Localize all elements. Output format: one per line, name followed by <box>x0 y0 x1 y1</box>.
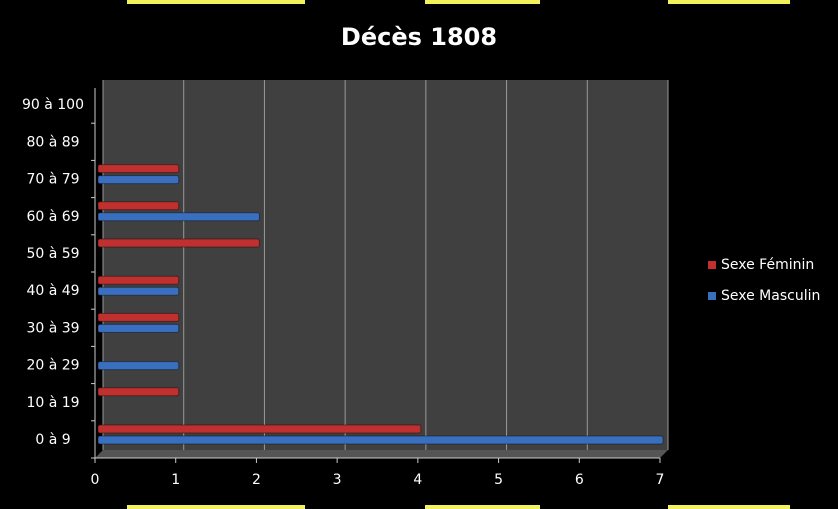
y-tick-label: 60 à 69 <box>26 209 79 225</box>
legend-marker <box>708 261 716 269</box>
bar <box>97 435 664 445</box>
x-tick-label: 0 <box>91 472 100 488</box>
x-tick-label: 4 <box>413 472 422 488</box>
y-tick-label: 80 à 89 <box>26 134 79 150</box>
x-tick-label: 6 <box>575 472 584 488</box>
stripe <box>668 505 790 509</box>
y-tick-label: 40 à 49 <box>26 283 79 299</box>
y-tick-label: 20 à 29 <box>26 358 79 374</box>
y-tick-label: 0 à 9 <box>35 432 70 448</box>
x-tick-label: 5 <box>494 472 503 488</box>
bar <box>97 212 260 222</box>
stripe <box>127 505 305 509</box>
y-tick-label: 50 à 59 <box>26 246 79 262</box>
plot-wall <box>103 80 668 450</box>
y-tick-label: 10 à 19 <box>26 395 79 411</box>
x-tick-label: 1 <box>171 472 180 488</box>
bar <box>97 286 180 296</box>
stripe <box>425 505 540 509</box>
y-tick-label: 30 à 39 <box>26 320 79 336</box>
stripe <box>425 0 540 4</box>
stripe <box>127 0 305 4</box>
y-tick-label: 90 à 100 <box>22 97 84 113</box>
y-tick-label: 70 à 79 <box>26 172 79 188</box>
bar <box>97 164 180 174</box>
legend-label: Sexe Féminin <box>721 257 814 273</box>
x-tick-label: 3 <box>333 472 342 488</box>
bar <box>97 387 180 397</box>
bar <box>97 424 422 434</box>
chart-title: Décès 1808 <box>341 23 497 51</box>
bar <box>97 361 180 371</box>
stripe <box>668 0 790 4</box>
legend-label: Sexe Masculin <box>721 288 820 304</box>
bar <box>97 312 180 322</box>
x-tick-label: 2 <box>252 472 261 488</box>
x-tick-label: 7 <box>656 472 665 488</box>
bar <box>97 175 180 185</box>
bar <box>97 238 260 248</box>
bar <box>97 275 180 285</box>
plot-floor <box>95 450 668 458</box>
bar <box>97 201 180 211</box>
bar <box>97 323 180 333</box>
legend-marker <box>708 292 716 300</box>
